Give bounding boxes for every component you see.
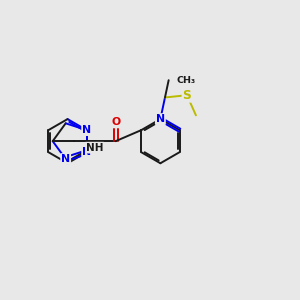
Text: N: N: [61, 154, 70, 164]
Text: N: N: [156, 114, 165, 124]
Text: CH₃: CH₃: [177, 76, 196, 85]
Text: N: N: [82, 125, 91, 135]
Text: N: N: [82, 147, 91, 157]
Text: O: O: [111, 117, 120, 128]
Text: S: S: [183, 89, 191, 102]
Text: NH: NH: [86, 142, 104, 153]
